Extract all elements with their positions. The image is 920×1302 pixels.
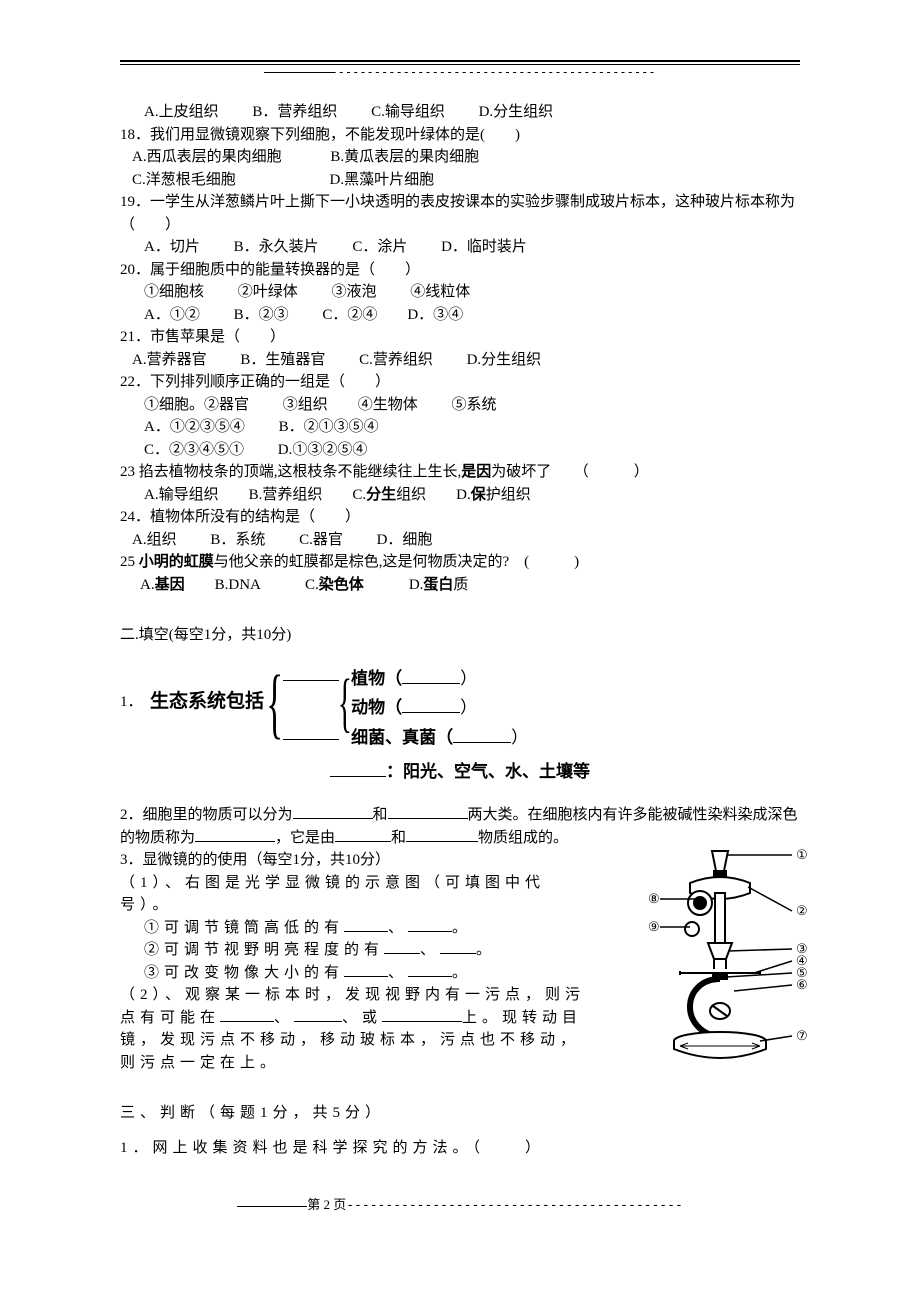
- q24-options: A.组织 B．系统 C.器官 D．细胞: [120, 529, 800, 552]
- q3-1a: ①可调节镜筒高低的有、。: [120, 917, 590, 940]
- left-brace-icon: {: [266, 664, 283, 742]
- q21: 21．市售苹果是（ ）: [120, 326, 800, 349]
- q3-1: （1）、右图是光学显微镜的示意图（可填图中代号）。: [120, 872, 590, 917]
- micro-label-6: ⑥: [796, 977, 808, 992]
- q18-opt-cd: C.洋葱根毛细胞 D.黑藻叶片细胞: [120, 169, 800, 192]
- q3-1c: ③可改变物像大小的有、。: [120, 962, 590, 985]
- q22-opts-cd: C．②③④⑤① D.①③②⑤④: [120, 439, 800, 462]
- micro-label-7: ⑦: [796, 1028, 808, 1043]
- q18: 18．我们用显微镜观察下列细胞，不能发现叶绿体的是( ): [120, 124, 800, 147]
- q17-options: A.上皮组织 B．营养组织 C.输导组织 D.分生组织: [120, 101, 800, 124]
- ecosystem-label: 生态系统包括: [150, 688, 266, 717]
- q21-options: A.营养器官 B．生殖器官 C.营养组织 D.分生组织: [120, 349, 800, 372]
- q22-opts-ab: A．①②③⑤④ B．②①③⑤④: [120, 416, 800, 439]
- q22: 22．下列排列顺序正确的一组是（ ）: [120, 371, 800, 394]
- top-dash-line: ----------------------------------------…: [120, 63, 800, 81]
- q19: 19．一学生从洋葱鳞片叶上撕下一小块透明的表皮按课本的实验步骤制成玻片标本，这种…: [120, 191, 800, 236]
- micro-label-8: ⑧: [648, 891, 660, 906]
- section-2-title: 二.填空(每空1分，共10分): [120, 624, 800, 647]
- q19-options: A．切片 B．永久装片 C．涂片 D．临时装片: [120, 236, 800, 259]
- q18-opt-ab: A.西瓜表层的果肉细胞 B.黄瓜表层的果肉细胞: [120, 146, 800, 169]
- ecosystem-bottom-line: ：阳光、空气、水、土壤等: [330, 759, 800, 785]
- ecosystem-bracket-diagram: 1． 生态系统包括 { { 植物（） 动物（） 细菌、真菌（）: [120, 661, 800, 745]
- q3-2: （2）、观察某一标本时，发现视野内有一污点，则污点有可能在、、或上。现转动目镜，…: [120, 984, 590, 1074]
- micro-label-2: ②: [796, 903, 808, 918]
- q23: 23 掐去植物枝条的顶端,这根枝条不能继续往上生长,是因为破坏了 （ ）: [120, 461, 800, 484]
- q25: 25 小明的虹膜与他父亲的虹膜都是棕色,这是何物质决定的? ( ): [120, 551, 800, 574]
- inner-brace-icon: {: [338, 670, 352, 736]
- q3-1b: ②可调节视野明亮程度的有、。: [120, 939, 590, 962]
- q24: 24．植物体所没有的结构是（ ）: [120, 506, 800, 529]
- q22-items: ①细胞。②器官 ③组织 ④生物体 ⑤系统: [120, 394, 800, 417]
- q25-options: A.基因 B.DNA C.染色体 D.蛋白质: [120, 574, 800, 597]
- micro-label-9: ⑨: [648, 919, 660, 934]
- judge-q1: 1．网上收集资料也是科学探究的方法。（ ）: [120, 1137, 800, 1160]
- q20-items: ①细胞核 ②叶绿体 ③液泡 ④线粒体: [120, 281, 800, 304]
- page-footer: 第 2 页-----------------------------------…: [120, 1195, 800, 1216]
- q20: 20．属于细胞质中的能量转换器的是（ ）: [120, 259, 800, 282]
- section-3-title: 三、判断（每题1分，共5分）: [120, 1102, 800, 1125]
- fill-q1-number: 1．: [120, 691, 150, 714]
- footer-page-num: 第 2 页: [307, 1197, 346, 1212]
- q23-options: A.输导组织 B.营养组织 C.分生组织 D.保护组织: [120, 484, 800, 507]
- q20-options: A．①② B．②③ C．②④ D．③④: [120, 304, 800, 327]
- micro-label-1: ①: [796, 847, 808, 862]
- microscope-diagram: ① ② ③ ④ ⑤ ⑥ ⑦ ⑧ ⑨: [620, 841, 810, 1071]
